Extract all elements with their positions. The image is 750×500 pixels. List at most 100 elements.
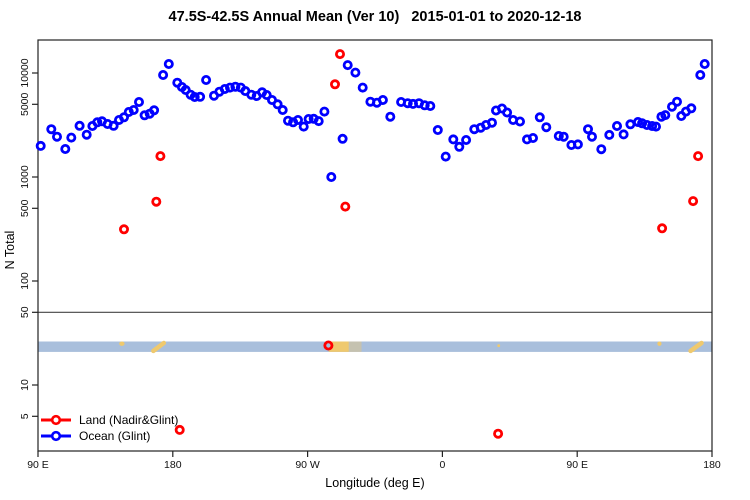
- data-point-ocean: [448, 134, 459, 145]
- land-patch-new-zealand-repeat: [688, 340, 704, 354]
- data-point-ocean: [515, 116, 526, 127]
- data-point-ocean: [699, 59, 710, 70]
- data-point-ocean: [618, 129, 629, 140]
- legend-label-ocean: Ocean (Glint): [79, 429, 151, 443]
- legend-item-land: Land (Nadir&Glint): [40, 412, 178, 428]
- data-point-ocean: [604, 129, 615, 140]
- land-patch-marion-island: [497, 344, 501, 348]
- legend: Land (Nadir&Glint) Ocean (Glint): [40, 412, 178, 444]
- data-point-ocean: [272, 99, 283, 110]
- data-point-ocean: [541, 122, 552, 133]
- land-patch-south-america: [328, 341, 349, 352]
- data-point-ocean: [587, 131, 598, 142]
- data-point-ocean: [419, 100, 430, 111]
- data-point-ocean: [319, 106, 330, 117]
- data-point-ocean: [642, 120, 653, 131]
- data-point-ocean: [350, 67, 361, 78]
- data-point-ocean: [277, 105, 288, 116]
- data-point-ocean: [596, 144, 607, 155]
- data-point-ocean: [440, 151, 451, 162]
- y-axis-label: N Total: [3, 231, 17, 270]
- data-point-ocean: [52, 131, 63, 142]
- y-tick-label: 50: [19, 306, 31, 318]
- data-point-land: [493, 428, 504, 439]
- y-tick-label: 5000: [19, 92, 31, 116]
- data-point-ocean: [402, 98, 413, 109]
- data-point-ocean: [92, 117, 103, 128]
- x-tick-label: 90 E: [27, 459, 49, 471]
- y-tick-label: 100: [19, 272, 31, 290]
- ocean-series-symbol-icon: [41, 430, 71, 442]
- x-tick-label: 0: [439, 459, 445, 471]
- data-point-land: [155, 151, 166, 162]
- data-point-ocean: [625, 119, 636, 130]
- data-point-ocean: [454, 141, 465, 152]
- data-point-land: [340, 201, 351, 212]
- data-point-land: [657, 223, 668, 234]
- data-point-ocean: [158, 70, 169, 81]
- data-point-ocean: [342, 60, 353, 71]
- x-tick-label: 90 W: [295, 459, 320, 471]
- y-tick-label: 500: [19, 199, 31, 217]
- x-tick-label: 90 E: [566, 459, 588, 471]
- data-point-ocean: [572, 139, 583, 150]
- data-point-ocean: [486, 117, 497, 128]
- data-point-ocean: [201, 75, 212, 86]
- land-patch-new-zealand: [151, 340, 167, 354]
- data-point-ocean: [81, 129, 92, 140]
- data-point-ocean: [558, 131, 569, 142]
- data-point-land: [688, 196, 699, 207]
- data-point-ocean: [246, 89, 257, 100]
- data-point-ocean: [60, 143, 71, 154]
- y-tick-label: 5: [19, 413, 31, 419]
- legend-item-ocean: Ocean (Glint): [40, 428, 178, 444]
- data-point-ocean: [303, 114, 314, 125]
- data-point-ocean: [189, 92, 200, 103]
- x-tick-label: 180: [703, 459, 721, 471]
- data-point-ocean: [46, 124, 57, 135]
- y-tick-label: 10: [19, 379, 31, 391]
- data-point-ocean: [528, 132, 539, 143]
- data-point-ocean: [637, 118, 648, 129]
- plot-border: [37, 39, 713, 452]
- data-point-ocean: [337, 133, 348, 144]
- data-point-ocean: [149, 105, 160, 116]
- data-point-ocean: [583, 124, 594, 135]
- x-axis-label: Longitude (deg E): [325, 476, 424, 490]
- data-point-land: [693, 151, 704, 162]
- data-point-ocean: [357, 82, 368, 93]
- data-point-ocean: [133, 97, 144, 108]
- y-tick-label: 1000: [19, 165, 31, 189]
- data-point-ocean: [261, 90, 272, 101]
- data-point-ocean: [35, 140, 46, 151]
- data-point-ocean: [425, 101, 436, 112]
- data-point-ocean: [651, 121, 662, 132]
- data-point-ocean: [224, 82, 235, 93]
- data-point-ocean: [163, 59, 174, 70]
- data-point-land: [323, 340, 334, 351]
- data-point-ocean: [686, 103, 697, 114]
- data-point-ocean: [139, 110, 150, 121]
- data-point-ocean: [119, 112, 130, 123]
- data-point-ocean: [502, 107, 513, 118]
- data-point-land: [174, 424, 185, 435]
- data-point-ocean: [672, 96, 683, 107]
- y-tick-label: 10000: [19, 58, 31, 87]
- data-point-ocean: [292, 115, 303, 126]
- x-tick-label: 180: [164, 459, 182, 471]
- ocean-band: [38, 341, 712, 352]
- data-point-ocean: [553, 130, 564, 141]
- data-point-ocean: [612, 121, 623, 132]
- data-point-land: [119, 224, 130, 235]
- data-point-ocean: [660, 110, 671, 121]
- data-point-ocean: [667, 101, 678, 112]
- data-point-ocean: [313, 116, 324, 127]
- data-point-ocean: [128, 105, 139, 116]
- land-series-symbol-icon: [41, 414, 71, 426]
- chart-title: 47.5S-42.5S Annual Mean (Ver 10) 2015-01…: [168, 9, 582, 25]
- data-point-ocean: [695, 70, 706, 81]
- data-point-ocean: [66, 132, 77, 143]
- data-point-ocean: [377, 95, 388, 106]
